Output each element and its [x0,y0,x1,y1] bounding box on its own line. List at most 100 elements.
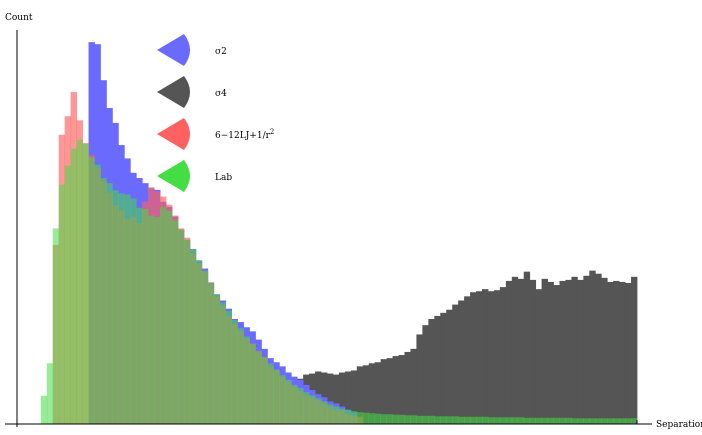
histogram-bar [458,300,465,424]
histogram-bar [362,412,370,424]
histogram-bar [58,184,66,424]
histogram-bar [142,208,149,424]
histogram-bar [511,276,519,424]
histogram-bar [541,417,548,424]
histogram-bar [613,418,620,424]
histogram-bar [172,220,179,424]
histogram-bar [410,348,417,424]
legend-item: Lab [157,160,232,192]
histogram-bar [452,416,459,424]
histogram-bar [559,280,566,424]
histogram-bar [595,418,602,424]
histogram-bar [464,296,471,424]
histogram-bar [362,365,370,424]
histogram-bar [547,417,554,424]
histogram-bar [64,165,72,424]
histogram-bar [297,387,304,424]
histogram-bar [350,411,358,424]
histogram-bar [416,415,423,424]
histogram-bar [565,279,572,424]
histogram-bar [529,279,537,424]
histogram-bar [476,416,483,424]
legend-swatch [157,118,190,150]
histogram-bar [177,229,185,424]
histogram-bar [327,404,334,424]
histogram-bar [619,418,626,424]
histogram-bar [440,416,447,424]
histogram-bar [505,280,513,424]
histogram-bar [499,287,507,424]
histogram-bar [607,418,614,424]
histogram-bar [225,310,233,424]
legend-item: σ2 [157,34,227,66]
histogram-bar [386,358,393,424]
histogram-bar [446,416,453,424]
histogram-bar [303,392,310,424]
histogram-bar [315,398,322,424]
histogram-bar [52,228,60,424]
histogram-bar [112,190,119,424]
histogram-bar [625,418,632,424]
histogram-bar [166,210,173,424]
histogram-bar [523,417,531,424]
histogram-bar [404,415,411,424]
histogram-bar [321,401,328,424]
histogram-bar [219,302,227,424]
histogram-bar [589,418,596,424]
histogram-bar [148,215,155,424]
histogram-bar [201,270,209,424]
histogram-bar [279,375,286,424]
histogram-bar [523,271,531,424]
histogram-bar [553,417,560,424]
histogram-bar [470,292,477,424]
histogram-bar [344,371,352,424]
histogram-bar [422,415,429,424]
histogram-bar [255,350,262,424]
histogram-bar [631,418,638,424]
histogram-bar [440,312,447,424]
histogram-bar [243,336,250,424]
histogram-bar [350,370,358,424]
histogram-bar [40,395,48,424]
y-axis-label: Count [5,13,33,23]
histogram-bar [493,290,501,424]
histogram-bar [595,273,602,424]
histogram-bar [428,415,435,424]
histogram-bar [541,278,548,424]
legend-label: Lab [215,173,232,183]
histogram-bar [535,417,543,424]
histogram-bar [482,289,489,424]
histogram-bar [434,416,441,424]
histogram-bar [267,363,274,424]
histogram-bar [577,418,584,424]
histogram-bar [583,418,590,424]
histogram-bar [553,285,560,424]
histogram-bar [476,291,483,424]
histogram-bar [487,291,495,424]
histogram-bar [344,410,352,424]
histogram-bar [487,417,495,424]
histogram-bar [374,362,382,424]
histogram-bar [529,417,537,424]
histogram-bar [195,260,203,424]
histogram-bar [398,414,405,424]
histogram-bar [374,413,382,424]
histogram-bar [446,309,453,424]
histogram-bar [154,217,161,424]
histogram-bar [547,281,554,424]
histogram-bar [261,357,268,424]
histogram-bar [237,328,244,424]
histogram-bar [124,194,131,424]
histogram-bar [535,289,543,424]
histogram-bar [607,281,614,424]
histogram-bar [464,416,471,424]
histogram-bar [583,275,590,424]
histogram-bar [392,356,399,424]
histogram-bar [559,417,566,424]
series-3-bars [40,139,638,425]
histogram-bar [160,206,167,424]
histogram-bar [130,198,137,424]
histogram-bar [183,239,191,424]
x-axis-label: Separation [656,420,702,430]
histogram-bar [106,183,113,424]
